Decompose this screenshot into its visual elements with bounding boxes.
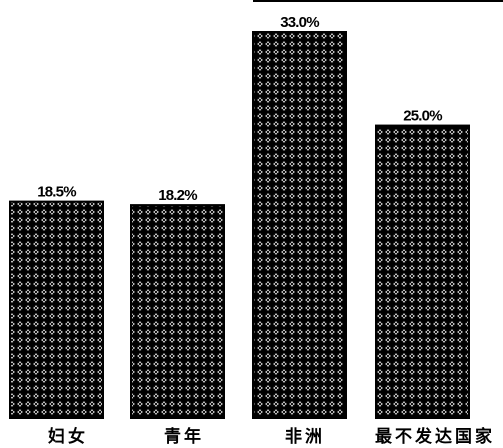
- category-label-3: 非洲: [285, 426, 325, 447]
- category-label-1: 妇女: [47, 426, 88, 447]
- value-labels-group: 18.5% 18.2% 33.0% 25.0%: [37, 14, 443, 204]
- bar-2: [130, 204, 225, 419]
- category-label-4: 最不发达国家: [375, 426, 495, 447]
- bar-4: [375, 124, 470, 420]
- category-label-2: 青年: [164, 426, 204, 447]
- bar-1: [9, 200, 104, 419]
- category-labels-group: 妇女 青年 非洲 最不发达国家: [47, 426, 495, 447]
- bars-group: [9, 31, 470, 420]
- value-label-1: 18.5%: [37, 184, 76, 201]
- value-label-4: 25.0%: [403, 108, 442, 125]
- value-label-2: 18.2%: [158, 187, 197, 204]
- bar-3: [252, 31, 347, 419]
- value-label-3: 33.0%: [280, 14, 319, 31]
